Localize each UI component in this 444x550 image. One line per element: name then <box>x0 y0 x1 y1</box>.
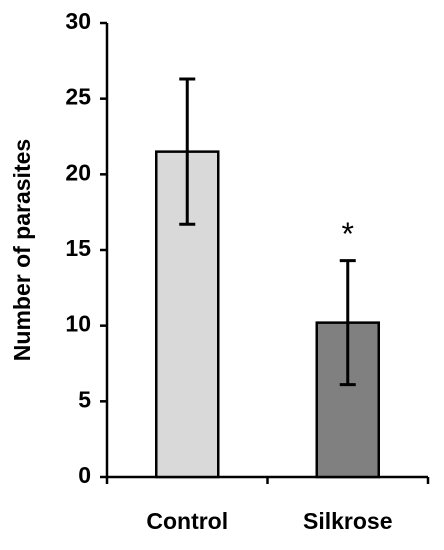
x-tick-label: Control <box>146 508 228 534</box>
y-tick-label: 0 <box>78 462 91 488</box>
y-tick-label: 20 <box>65 159 91 185</box>
y-tick-label: 30 <box>65 8 91 34</box>
annotation: * <box>342 216 354 252</box>
y-tick-label: 10 <box>65 311 91 337</box>
y-tick-label: 15 <box>65 235 91 261</box>
y-tick-label: 5 <box>78 386 91 412</box>
x-tick-label: Silkrose <box>303 508 393 534</box>
y-axis-label: Number of parasites <box>9 139 35 361</box>
y-tick-label: 25 <box>65 84 91 110</box>
